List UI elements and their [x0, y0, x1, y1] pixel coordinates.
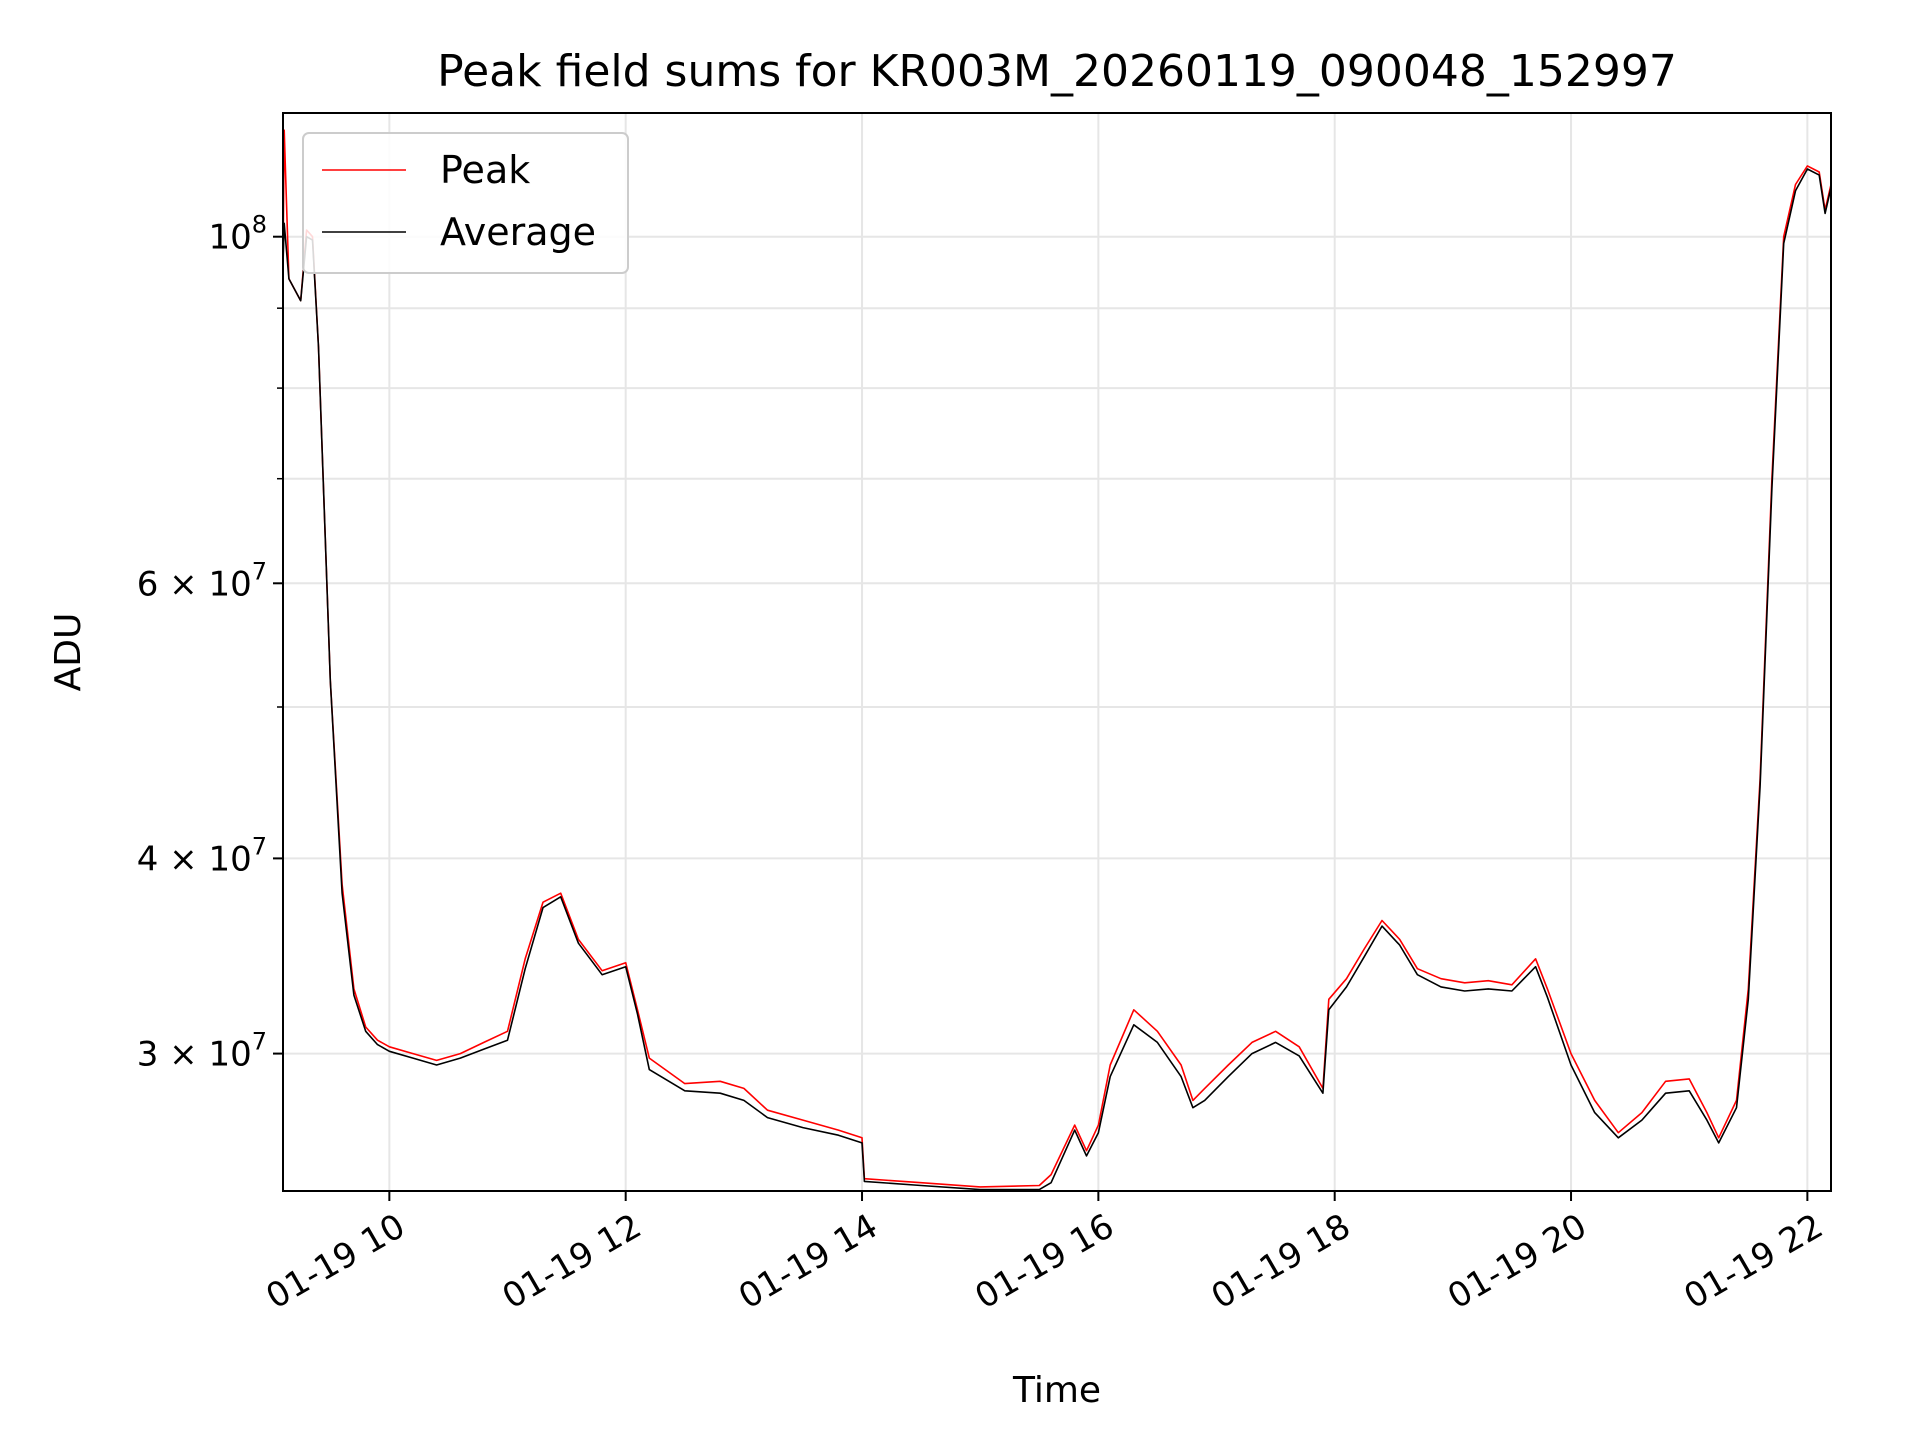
legend-box: [302, 132, 629, 274]
legend-average-label: Average: [440, 210, 596, 254]
series-layer: [283, 129, 1831, 1191]
y-tick-label: 4 × 107: [137, 832, 267, 879]
y-tick-label: 3 × 107: [137, 1028, 267, 1075]
series-line-average: [283, 168, 1831, 1191]
series-line-peak: [283, 129, 1831, 1188]
chart-title: Peak field sums for KR003M_20260119_0900…: [437, 46, 1677, 97]
y-axis-label: ADU: [48, 613, 89, 692]
plot-frame: [282, 112, 1832, 1192]
legend-peak-label: Peak: [440, 148, 530, 192]
legend: Peak Average: [302, 132, 629, 274]
grid-lines: [283, 113, 1831, 1191]
x-axis-label: Time: [1012, 1370, 1101, 1411]
y-tick-label: 6 × 107: [137, 557, 267, 604]
y-tick-label: 108: [208, 211, 267, 258]
